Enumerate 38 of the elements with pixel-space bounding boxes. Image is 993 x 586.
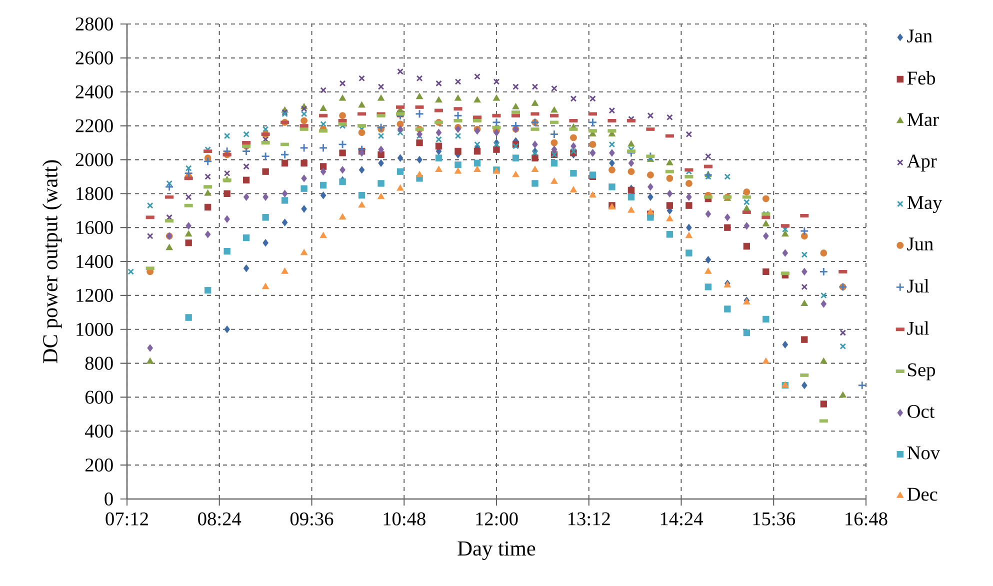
- x-tick-label: 12:00: [476, 512, 518, 526]
- y-tick-label: 0: [104, 492, 113, 506]
- x-tick-label: 07:12: [106, 512, 148, 526]
- y-tick-label: 1600: [76, 221, 113, 234]
- legend-label: Nov: [907, 446, 940, 460]
- legend-label: May: [907, 196, 942, 214]
- x-tick-label: 13:12: [568, 512, 610, 526]
- y-tick-label: 1000: [76, 322, 113, 336]
- x-tick-label: 15:36: [753, 512, 796, 526]
- y-tick-label: 1200: [76, 288, 113, 302]
- legend-label: Sep: [908, 363, 936, 380]
- x-tick-label: 10:48: [384, 512, 426, 526]
- legend-label: Jul: [907, 321, 929, 335]
- y-tick-label: 600: [85, 390, 113, 404]
- y-tick-label: 400: [85, 424, 113, 438]
- x-tick-label: 09:36: [290, 512, 334, 526]
- x-tick-label: 14:24: [660, 512, 703, 526]
- legend-label: Jul: [907, 279, 929, 293]
- legend-label: Jan: [907, 30, 932, 42]
- y-tick-label: 2000: [76, 153, 113, 166]
- legend-label: Apr: [906, 154, 937, 172]
- y-tick-label: 2800: [76, 17, 113, 31]
- y-tick-label: 800: [85, 356, 113, 370]
- y-tick-label: 1400: [76, 254, 113, 268]
- legend-label: Feb: [907, 71, 936, 85]
- y-tick-label: 200: [85, 458, 113, 472]
- x-tick-label: 16:48: [846, 512, 888, 526]
- legend-label: Mar: [907, 113, 939, 126]
- y-tick-label: 2400: [76, 85, 113, 98]
- x-tick-label: 08:24: [198, 512, 242, 526]
- legend-label: Jun: [907, 238, 934, 250]
- legend-label: Oct: [908, 404, 935, 418]
- y-tick-label: 1800: [76, 187, 113, 200]
- y-axis-title: DC power output (watt): [42, 160, 62, 364]
- legend-label: Dec: [907, 488, 938, 501]
- y-tick-label: 2600: [76, 51, 113, 64]
- y-tick-label: 2200: [76, 119, 113, 132]
- x-axis-title: Day time: [458, 541, 536, 560]
